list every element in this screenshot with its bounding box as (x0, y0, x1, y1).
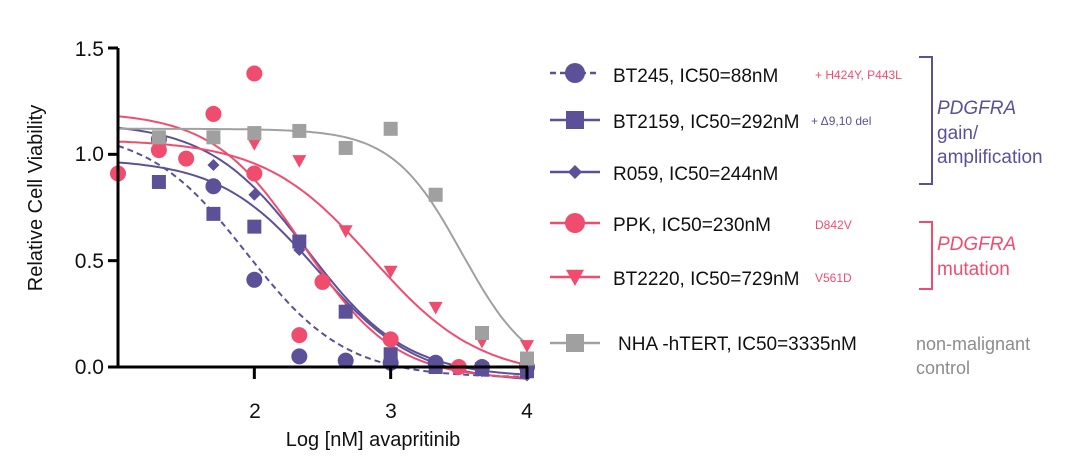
legend-marker-3 (565, 213, 585, 233)
group-gain-text2: amplification (937, 147, 1043, 168)
legend-marker-5 (566, 334, 584, 352)
data-point-series-3 (246, 165, 263, 182)
legend: BT245, IC50=88nM BT2159, IC50=292nM R059… (550, 63, 902, 355)
data-point-series-5 (520, 351, 534, 366)
legend-label-r059: R059, IC50=244nM (613, 164, 778, 185)
data-point-series-1 (151, 174, 166, 189)
control-note-line2: control (916, 358, 970, 378)
mutation-label-ppk: D842V (815, 218, 852, 232)
data-point-series-5 (247, 126, 262, 141)
mutation-label-bt2220: V561D (815, 271, 852, 285)
data-point-series-3 (382, 331, 399, 348)
data-point-series-5 (292, 123, 307, 138)
y-tick-label: 1.5 (75, 38, 104, 61)
data-point-series-1 (247, 219, 262, 234)
mutation-label-bt2159: + Δ9,10 del (811, 114, 871, 128)
data-point-series-0 (205, 178, 222, 195)
legend-marker-1 (566, 111, 584, 129)
control-note-line1: non-malignant (916, 334, 1030, 354)
data-point-series-2 (384, 352, 397, 365)
y-tick-label: 1.0 (75, 143, 104, 166)
group-gain-gene: PDGFRA (937, 98, 1016, 119)
data-points (110, 65, 535, 382)
fit-curve-4 (117, 140, 528, 366)
data-point-series-0 (246, 271, 263, 288)
data-point-series-2 (207, 158, 220, 171)
data-point-series-4 (520, 340, 534, 353)
mutation-label-bt245: + H424Y, P443L (815, 68, 902, 82)
data-point-series-5 (383, 121, 398, 136)
y-tick-label: 0.0 (75, 356, 104, 379)
y-tick-label: 0.5 (75, 250, 104, 273)
data-point-series-3 (205, 105, 222, 122)
data-point-series-3 (178, 150, 195, 167)
data-point-series-3 (314, 273, 331, 290)
data-point-series-3 (150, 142, 167, 159)
data-point-series-3 (291, 327, 308, 344)
x-tick-label: 4 (521, 400, 533, 423)
data-point-series-0 (291, 348, 308, 365)
data-point-series-4 (247, 138, 262, 151)
bracket-gain-amplification (919, 56, 933, 185)
data-point-series-5 (206, 130, 221, 145)
data-point-series-2 (293, 244, 306, 257)
group-mutation-gene: PDGFRA (937, 234, 1016, 255)
legend-label-bt2220: BT2220, IC50=729nM (613, 269, 799, 290)
data-point-series-1 (292, 234, 307, 249)
data-point-series-5 (475, 325, 490, 340)
data-point-series-5 (151, 130, 166, 145)
y-axis-title: Relative Cell Viability (25, 105, 47, 291)
x-ticks (252, 367, 529, 379)
data-point-series-2 (248, 188, 261, 201)
data-point-series-2 (339, 303, 352, 316)
y-ticks (108, 46, 118, 369)
fit-curve-2 (117, 126, 528, 376)
legend-marker-4 (566, 269, 584, 286)
data-point-series-0 (337, 352, 354, 369)
legend-marker-2 (568, 165, 582, 179)
fit-curve-5 (118, 127, 528, 346)
x-axis-title: Log [nM] avapritinib (286, 429, 461, 451)
x-tick-label: 3 (385, 400, 397, 423)
legend-label-bt2159: BT2159, IC50=292nM (613, 112, 799, 133)
x-tick-label: 2 (249, 400, 261, 423)
data-point-series-5 (428, 187, 443, 202)
data-point-series-4 (428, 301, 443, 315)
data-point-series-3 (246, 65, 263, 82)
data-point-series-4 (338, 225, 353, 238)
group-gain-text1: gain/ (937, 123, 979, 144)
legend-label-bt245: BT245, IC50=88nM (613, 66, 778, 87)
legend-marker-0 (565, 63, 585, 83)
data-point-series-1 (206, 206, 221, 221)
group-mutation-text1: mutation (937, 259, 1010, 280)
data-point-series-5 (338, 140, 353, 155)
data-point-series-4 (383, 265, 398, 279)
data-point-series-4 (292, 155, 307, 168)
legend-label-nha-htert: NHA -hTERT, IC50=3335nM (618, 334, 857, 355)
bracket-mutation (919, 221, 933, 290)
legend-label-ppk: PPK, IC50=230nM (613, 215, 771, 236)
